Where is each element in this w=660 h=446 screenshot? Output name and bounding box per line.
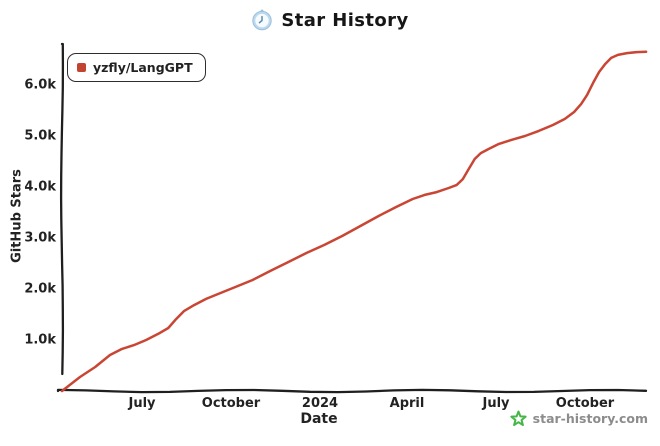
chart-title: Star History: [0, 9, 660, 31]
y-tick-label: 5.0k: [24, 128, 56, 144]
star-logo-icon: [510, 410, 527, 427]
x-tick-label: July: [482, 396, 510, 411]
brand-text: star-history.com: [532, 411, 648, 426]
y-tick-label: 6.0k: [24, 77, 56, 93]
x-tick-label: July: [128, 396, 156, 411]
y-tick-label: 3.0k: [24, 230, 56, 246]
y-axis-title: GitHub Stars: [9, 169, 25, 263]
y-tick-label: 2.0k: [24, 281, 56, 297]
legend-label: yzfly/LangGPT: [93, 60, 193, 75]
x-axis-title: Date: [300, 411, 338, 427]
x-tick-label: 2024: [301, 396, 339, 411]
x-tick-label: April: [389, 396, 425, 411]
page-title: Star History: [281, 9, 409, 31]
y-tick-label: 4.0k: [24, 179, 56, 195]
legend: yzfly/LangGPT: [67, 53, 206, 82]
clock-icon: [251, 9, 273, 31]
legend-marker: [77, 63, 86, 72]
x-tick-label: October: [555, 396, 615, 411]
x-tick-label: October: [201, 396, 261, 411]
brand-link[interactable]: star-history.com: [510, 410, 648, 427]
legend-item[interactable]: yzfly/LangGPT: [77, 60, 193, 75]
y-tick-label: 1.0k: [24, 332, 56, 348]
